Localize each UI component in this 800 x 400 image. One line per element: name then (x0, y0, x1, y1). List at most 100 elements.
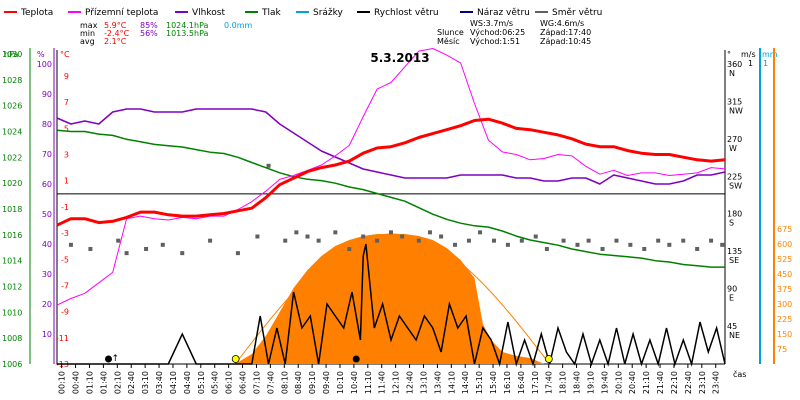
legend: Teplota Přízemní teplota Vlhkost Tlak Srážky… (4, 8, 602, 18)
x-tick-label: 10:40 (350, 371, 359, 394)
degc-tick-label: -5 (61, 255, 69, 264)
pct-tick-label: 80 (42, 120, 52, 129)
x-tick-label: 08:10 (280, 371, 289, 394)
x-tick-label: 14:10 (447, 371, 456, 394)
hpa-tick-label: 1030 (2, 50, 22, 59)
degc-tick-label: 1 (64, 177, 69, 186)
x-tick-label: 20:10 (614, 371, 623, 394)
deg-axis-label: ° (727, 50, 731, 59)
moonset: Západ:10:45 (540, 37, 591, 46)
x-tick-label: 17:10 (531, 371, 540, 394)
moonrise-arrow: ↑ (111, 354, 119, 364)
wind-direction-point (505, 242, 510, 247)
legend-label: Tlak (261, 8, 282, 18)
wm2-tick-label: 525 (777, 255, 792, 264)
x-tick-label: 04:40 (183, 371, 192, 394)
wind-direction-point (294, 230, 299, 235)
chart-title: 5.3.2013 (370, 51, 429, 65)
wind-direction-point (466, 238, 471, 243)
x-tick-label: 02:40 (127, 371, 136, 394)
wind-speed-avg: WS:3.7m/s (470, 19, 513, 28)
x-tick-label: 17:40 (545, 371, 554, 394)
moon-label: Měsíc (437, 37, 460, 46)
wind-gust-avg: WG:4.6m/s (540, 19, 584, 28)
hpa-tick-label: 1010 (2, 308, 22, 317)
pressure-line (56, 129, 725, 268)
moonset-marker (352, 355, 360, 363)
wind-direction-point (709, 238, 714, 243)
degc-tick-label: 3 (64, 151, 69, 160)
x-tick-label: 11:10 (364, 371, 373, 394)
degc-tick-label: -3 (61, 229, 69, 238)
degc-tick-label: 9 (64, 72, 69, 81)
x-tick-label: 04:10 (169, 371, 178, 394)
x-tick-label: 07:10 (252, 371, 261, 394)
degc-tick-label: -1 (61, 203, 69, 212)
wind-direction-point (427, 230, 432, 235)
deg-direction-label: S (729, 219, 734, 228)
x-tick-label: 05:10 (197, 371, 206, 394)
pct-tick-label: 100 (37, 60, 52, 69)
deg-direction-label: W (729, 144, 737, 153)
deg-tick-label: 315 (727, 97, 742, 106)
hpa-tick-label: 1008 (2, 334, 22, 343)
wind-direction-point (695, 246, 700, 251)
stats-temp: 5.9°C (104, 21, 127, 30)
stats-pressure: 1024.1hPa (166, 21, 209, 30)
pct-tick-label: 40 (42, 240, 52, 249)
hpa-tick-label: 1012 (2, 283, 22, 292)
legend-label: Přízemní teplota (85, 8, 158, 18)
pct-tick-label: 30 (42, 270, 52, 279)
x-tick-label: 21:40 (656, 371, 665, 394)
wind-direction-point (116, 238, 121, 243)
wind-direction-point (681, 238, 686, 243)
x-tick-label: 23:10 (698, 371, 707, 394)
degc-tick-label: -9 (61, 308, 69, 317)
wind-direction-point (544, 246, 549, 251)
hpa-tick-label: 1016 (2, 231, 22, 240)
wind-direction-point (144, 246, 149, 251)
x-tick-label: 22:10 (670, 371, 679, 394)
legend-label: Náraz větru (477, 8, 530, 18)
sun-label: Slunce (437, 28, 464, 37)
degc-tick-label: 5 (64, 124, 69, 133)
x-tick-label: 15:40 (489, 371, 498, 394)
wind-direction-point (533, 234, 538, 239)
x-tick-label: 18:10 (559, 371, 568, 394)
stats-temp: 2.1°C (104, 37, 127, 46)
wind-direction-point (347, 246, 352, 251)
wind-direction-point (180, 251, 185, 256)
wind-direction-point (255, 234, 260, 239)
x-tick-label: 21:10 (642, 371, 651, 394)
wm2-tick-label: 675 (777, 225, 792, 234)
deg-tick-label: 270 (727, 135, 742, 144)
pct-tick-label: 90 (42, 90, 52, 99)
x-tick-label: 19:40 (600, 371, 609, 394)
x-tick-label: 07:40 (266, 371, 275, 394)
wind-direction-point (628, 242, 633, 247)
x-tick-label: 06:10 (225, 371, 234, 394)
wm2-tick-label: 450 (777, 270, 792, 279)
stats-humidity: 56% (140, 29, 158, 38)
x-tick-label: 13:40 (433, 371, 442, 394)
legend-label: Vlhkost (192, 8, 225, 18)
wind-direction-point (478, 230, 483, 235)
hpa-tick-label: 1026 (2, 102, 22, 111)
wind-direction-point (375, 238, 380, 243)
x-tick-label: 16:40 (517, 371, 526, 394)
pct-tick-label: 70 (42, 150, 52, 159)
sunset: Západ:17:40 (540, 28, 591, 37)
x-tick-label: 00:10 (58, 371, 67, 394)
x-tick-label: 05:40 (211, 371, 220, 394)
x-tick-label: 23:40 (712, 371, 721, 394)
x-tick-label: 12:40 (406, 371, 415, 394)
x-tick-label: 03:40 (155, 371, 164, 394)
wind-direction-point (614, 238, 619, 243)
wind-direction-point (600, 246, 605, 251)
hpa-tick-label: 1006 (2, 360, 22, 369)
moonrise-marker (104, 355, 112, 363)
wind-direction-point (416, 238, 421, 243)
stats-block: max 5.9°C 85% 1024.1hPa 0.0mm min -2.4°C 56% 101… (80, 19, 591, 46)
deg-tick-label: 135 (727, 247, 742, 256)
pct-tick-label: 50 (42, 210, 52, 219)
